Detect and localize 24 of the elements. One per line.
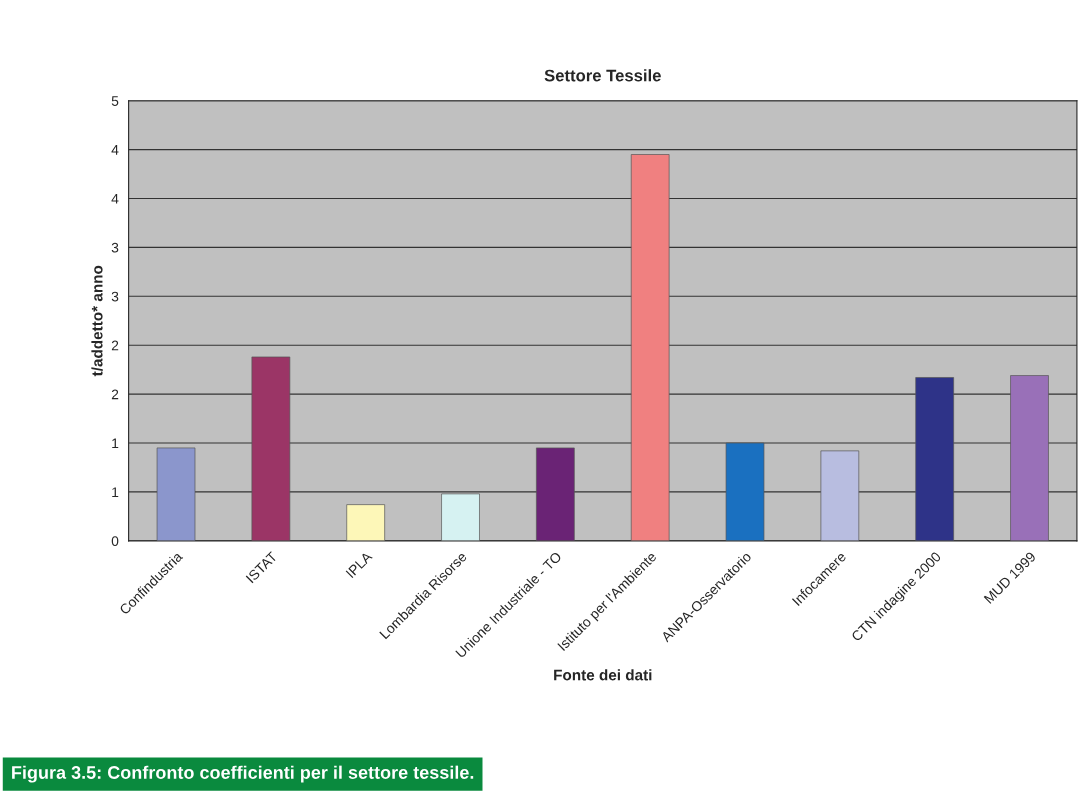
y-tick-label: 2 [111,389,119,400]
bar [820,450,860,541]
y-tick-label: 3 [111,291,119,302]
bar [915,377,954,541]
y-tick-label: 4 [111,193,119,204]
y-tick-label: 1 [112,438,119,449]
y-tick-label: 4 [111,145,119,155]
bar [536,447,575,541]
bar [630,154,670,541]
bar [251,356,291,541]
y-tick-label: 5 [111,96,119,106]
bar [1010,375,1049,541]
y-tick-label: 0 [111,536,119,546]
chart-title: Settore Tessile [544,69,661,82]
bar [346,504,386,541]
text: Figura 3.5: Confronto coefficienti per il settore tessile. [12,765,474,783]
bar [441,493,480,541]
y-tick-label: 3 [111,242,119,253]
y-tick-label: 2 [111,340,119,351]
bar [156,447,196,541]
x-axis-title: Fonte dei dati [554,669,652,681]
y-tick-label: 1 [112,487,119,497]
y-axis-title: t/addetto* anno [91,265,103,377]
bar [725,442,765,541]
